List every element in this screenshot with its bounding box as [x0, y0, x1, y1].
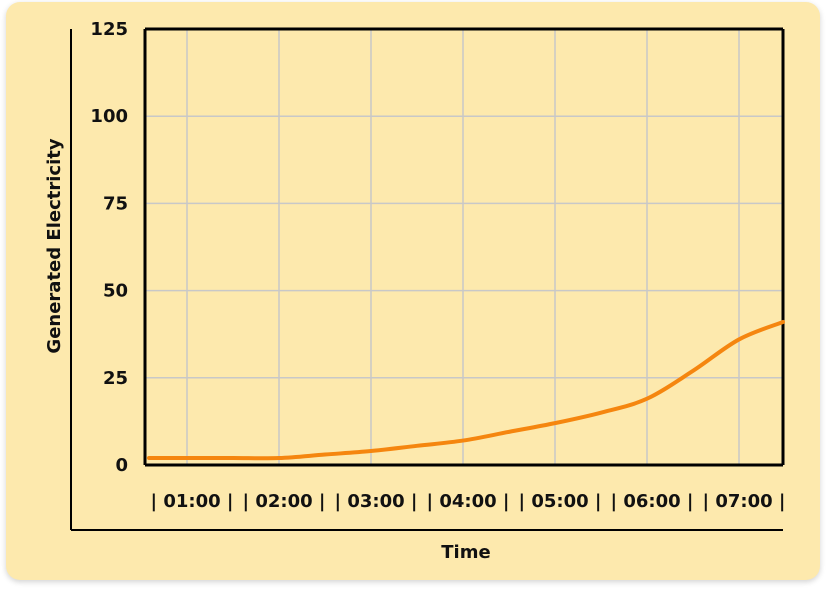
x-tick-label: | 01:00 |: [151, 491, 234, 512]
series-line: [147, 319, 785, 461]
x-tick-label: | 04:00 |: [427, 491, 510, 512]
y-tick-label: 25: [103, 368, 128, 389]
grid-lines: [145, 28, 783, 466]
x-tick-label: | 06:00 |: [611, 491, 694, 512]
y-tick-label: 75: [103, 193, 128, 214]
y-tick-label: 0: [115, 455, 128, 476]
x-tick-label: | 07:00 |: [703, 491, 786, 512]
y-tick-labels: 0 25 50 75 100 125: [90, 19, 128, 476]
y-tick-label: 125: [90, 19, 128, 40]
x-tick-label: | 03:00 |: [335, 491, 418, 512]
y-tick-label: 100: [90, 106, 128, 127]
x-axis-title: Time: [441, 542, 490, 563]
y-axis-title: Generated Electricity: [44, 138, 65, 353]
y-tick-label: 50: [103, 281, 128, 302]
x-tick-label: | 02:00 |: [243, 491, 326, 512]
x-tick-label: | 05:00 |: [519, 491, 602, 512]
axes: [70, 27, 785, 531]
x-tick-labels: | 01:00 | | 02:00 | | 03:00 | | 04:00 | | 05…: [151, 491, 786, 512]
